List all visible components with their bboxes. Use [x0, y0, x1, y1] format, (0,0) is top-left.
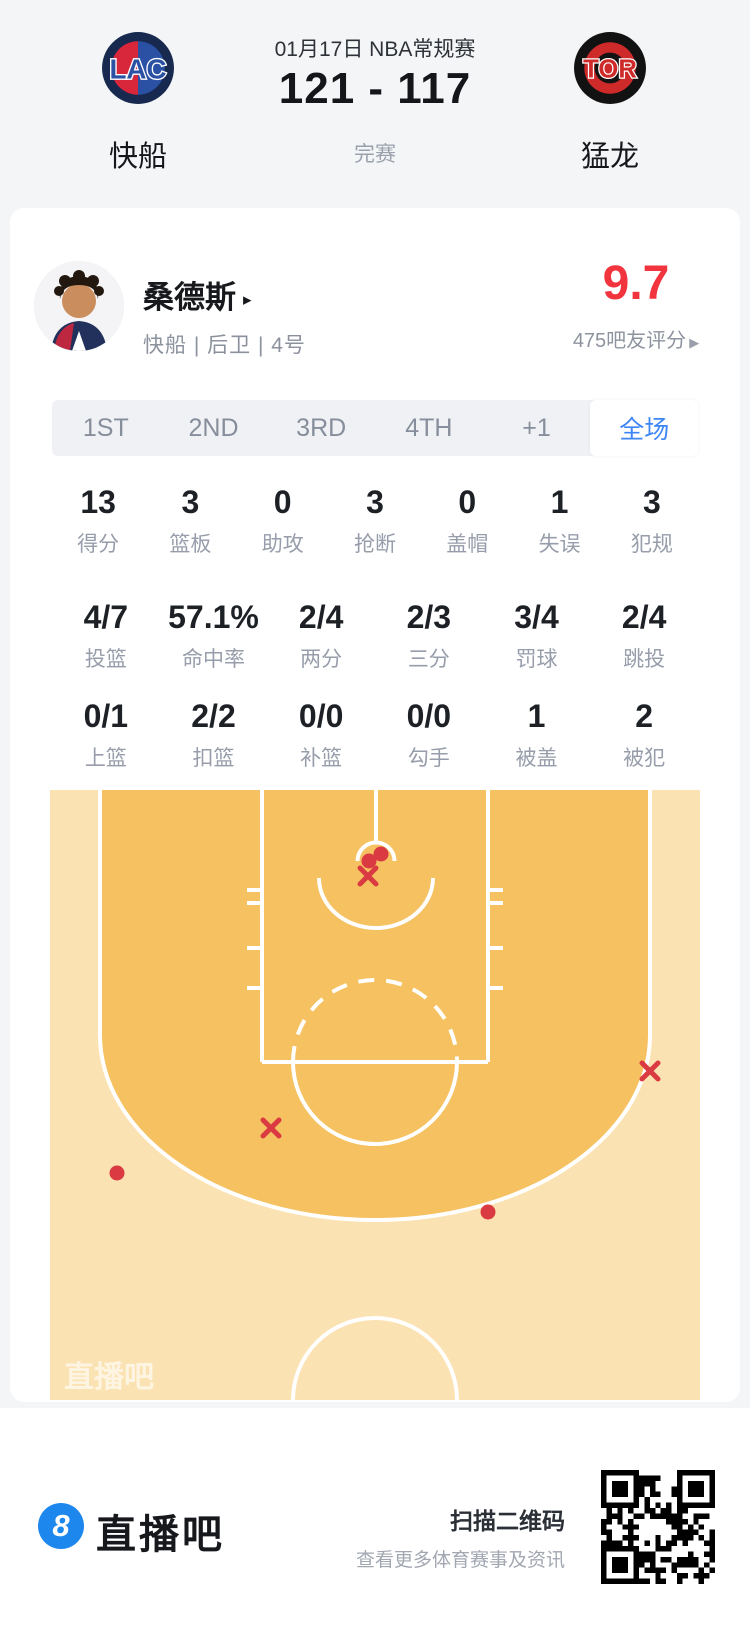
stat-3pt: 2/3 三分	[406, 599, 452, 671]
stat-fg: 4/7 投篮	[83, 599, 129, 671]
period-tabs: 1ST 2ND 3RD 4TH +1 全场	[52, 400, 699, 456]
scan-title: 扫描二维码	[450, 1508, 565, 1534]
three-point-line	[98, 790, 652, 1222]
stat-fg-pct: 57.1% 命中率	[168, 599, 259, 671]
missed-shot-marker	[260, 1117, 282, 1139]
shot-chart-court: 直播吧	[50, 790, 700, 1401]
zhibo8-logo-icon: 8	[38, 1503, 84, 1549]
away-team-name: 猛龙	[580, 141, 639, 173]
made-shot-marker	[480, 1204, 496, 1220]
stat-2pt: 2/4 两分	[298, 599, 344, 671]
made-shot-marker	[373, 846, 389, 862]
lane-lines	[260, 790, 490, 1064]
court-watermark: 直播吧	[64, 1361, 154, 1394]
player-name-button[interactable]: 桑德斯 ▸	[143, 272, 252, 317]
missed-shot-marker	[357, 865, 379, 887]
tab-2nd[interactable]: 2ND	[188, 413, 239, 442]
scan-hint: 扫描二维码 查看更多体育赛事及资讯	[356, 1502, 565, 1572]
stat-layup: 0/1 上篮	[83, 698, 129, 770]
rim-arc	[355, 840, 397, 862]
free-throw-circle-solid	[291, 1061, 459, 1146]
match-score: 121 - 117	[278, 64, 472, 113]
stat-row-detail: 0/1 上篮 2/2 扣篮 0/0 补篮 0/0 勾手 1 被盖 2 被犯	[52, 697, 698, 772]
home-team-logo-icon: LAC	[101, 31, 175, 105]
stat-ft: 3/4 罚球	[514, 599, 559, 671]
lane-ticks	[247, 888, 503, 990]
stat-row-basic: 13 得分 3 篮板 0 助攻 3 抢断 0 盖帽 1 失误 3 犯规	[52, 483, 698, 558]
stat-row-shooting: 4/7 投篮 57.1% 命中率 2/4 两分 2/3 三分 3/4 罚球 2/4 跳投	[52, 598, 698, 673]
qr-code	[601, 1470, 715, 1584]
center-circle	[291, 1316, 459, 1401]
stat-steals: 3 抢断	[353, 484, 396, 556]
stat-blocks: 0 盖帽	[446, 484, 489, 556]
tab-4th[interactable]: 4TH	[405, 413, 453, 442]
made-shot-marker	[361, 853, 377, 869]
caret-right-icon: ▶	[689, 335, 700, 350]
stat-tipin: 0/0 补篮	[298, 698, 344, 770]
rating-block[interactable]: 9.7 475吧友评分 ▶	[536, 258, 736, 353]
restricted-arc	[317, 877, 435, 930]
away-team-logo-icon: TOR	[573, 31, 647, 105]
match-date: 01月17日 NBA常规赛	[274, 38, 476, 61]
missed-shot-marker	[639, 1060, 661, 1082]
tab-1st[interactable]: 1ST	[82, 413, 129, 442]
caret-right-icon: ▸	[243, 290, 252, 309]
tab-full-game[interactable]: 全场	[590, 400, 699, 456]
stat-rebounds: 3 篮板	[169, 484, 212, 556]
stat-assists: 0 助攻	[261, 484, 304, 556]
stat-points: 13 得分	[77, 484, 120, 556]
home-abbr: LAC	[109, 53, 166, 84]
shot-markers	[109, 846, 661, 1220]
made-shot-marker	[109, 1165, 125, 1181]
player-name: 桑德斯	[143, 280, 236, 315]
player-avatar[interactable]	[34, 261, 124, 351]
rating-label: 475吧友评分 ▶	[572, 330, 700, 352]
scan-subtitle: 查看更多体育赛事及资讯	[355, 1550, 565, 1571]
home-team-name: 快船	[108, 141, 167, 173]
stat-hook: 0/0 勾手	[406, 698, 452, 770]
stat-fouled: 2 被犯	[623, 698, 666, 770]
match-status: 完赛	[354, 143, 396, 166]
stat-fouls: 3 犯规	[630, 484, 673, 556]
away-abbr: TOR	[583, 55, 637, 83]
free-throw-circle-dashed	[291, 978, 459, 1063]
stat-dunk: 2/2 扣篮	[191, 698, 236, 770]
rating-value: 9.7	[602, 257, 670, 310]
tab-ot[interactable]: +1	[522, 413, 551, 442]
stat-blocked: 1 被盖	[515, 698, 558, 770]
stat-jumpshot: 2/4 跳投	[621, 599, 667, 671]
brand-name: 直播吧	[96, 1513, 225, 1557]
tab-3rd[interactable]: 3RD	[296, 413, 347, 442]
stat-turnovers: 1 失误	[538, 484, 581, 556]
player-info: 快船 | 后卫 | 4号	[143, 334, 306, 357]
